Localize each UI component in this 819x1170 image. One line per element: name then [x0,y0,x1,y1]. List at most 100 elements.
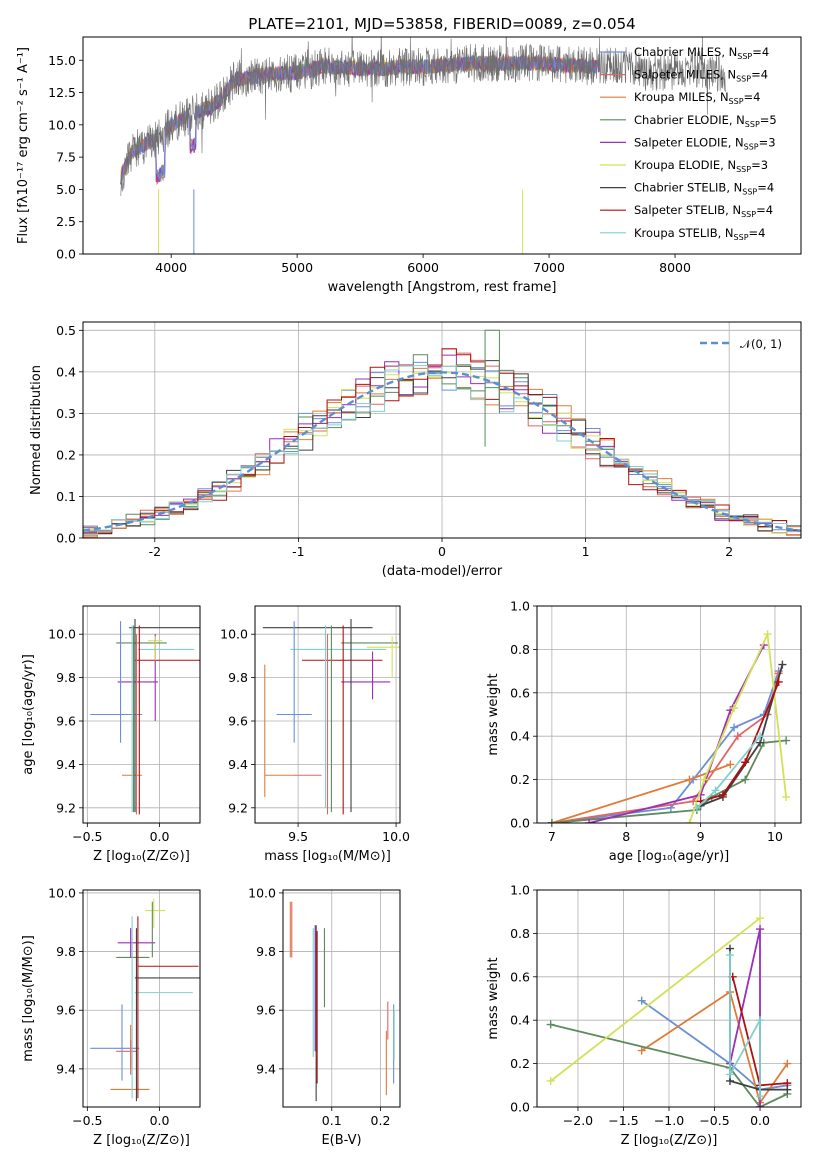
y-tick-label: 0.0 [510,816,530,831]
legend-text: =4 [756,203,773,217]
weight-series-line [641,999,788,1091]
y-tick-label: 1.0 [510,883,530,898]
y-tick-label: 0.0 [510,1100,530,1115]
y-axis-label: mass weight [486,673,501,755]
weight-point-marker [756,925,765,934]
plot-area [120,37,726,254]
weight-series-line [729,928,761,1107]
y-tick-label: 9.4 [56,757,76,772]
y-tick-label: 9.2 [228,800,248,815]
y-tick-label: 9.6 [56,714,76,729]
y-tick-label: 0.4 [56,364,76,379]
legend-entry: Salpeter MILES, NSSP=4 [634,68,768,84]
weight-point-marker [783,1079,792,1088]
residual-histogram [83,365,801,535]
y-tick-label: 0.0 [56,247,76,262]
x-tick-label: 0.0 [150,829,170,844]
panel-residuals: -2 -1 0 1 2 0.0 0.1 0.2 0.3 0.4 0.5 (data-model)/er… [29,321,802,579]
weight-series-line [729,948,788,1091]
weight-point-marker [692,803,701,812]
weight-point-marker [725,951,734,960]
weight-point-marker [711,786,720,795]
weight-point-marker [585,819,594,823]
legend-text: Salpeter MILES, N [634,68,736,82]
weight-series-line [550,1023,788,1107]
y-tick-label: 0.3 [56,406,76,421]
legend-entry: Chabrier MILES, NSSP=4 [634,45,769,61]
y-tick-label: 5.0 [56,182,76,197]
x-tick-label: 9 [697,829,705,844]
x-tick-label: −0.5 [699,1113,729,1128]
legend-entry: Chabrier STELIB, NSSP=4 [634,181,774,197]
x-tick-label: 2 [725,544,733,559]
y-tick-label: 0.4 [510,729,530,744]
weight-point-marker [756,914,765,923]
x-tick-label: −1.0 [654,1113,684,1128]
weight-series-line [700,664,784,807]
legend-text: Chabrier STELIB, N [634,181,742,195]
legend-text: Salpeter ELODIE, N [634,135,744,149]
legend-subscript: SSP [745,120,760,129]
weight-point-marker [782,792,791,801]
weight-point-marker [756,1092,765,1101]
axes: 9.5 10.0 9.2 9.4 9.6 9.8 10.0 [220,627,410,844]
weight-point-marker [782,736,791,745]
y-tick-label: 0.8 [510,926,530,941]
y-axis-label: Flux [fλ10⁻¹⁷ erg cm⁻² s⁻¹ A⁻¹] [16,47,31,244]
legend-entry: Kroupa STELIB, NSSP=4 [634,226,765,242]
y-tick-label: 0.1 [56,489,76,504]
legend-subscript: SSP [741,210,756,219]
grid-lines [537,889,801,1108]
y-axis-label: mass weight [486,957,501,1039]
x-tick-label: 9.5 [288,829,308,844]
x-tick-label: 8 [622,829,630,844]
y-tick-label: 0.2 [56,447,76,462]
weight-point-marker [725,1070,734,1079]
weight-point-marker [685,775,694,784]
weight-point-marker [756,1103,765,1107]
y-axis-label: age [log₁₀(age/yr)] [21,654,36,775]
axes: 0.1 0.2 9.4 9.6 9.8 10.0 [248,885,390,1128]
legend-subscript: SSP [736,165,751,174]
weight-point-marker [547,819,556,823]
y-tick-label: 7.5 [56,150,76,165]
panel-mass-vs-z: −0.5 0.0 9.4 9.6 9.8 10.0 Z [log₁₀(Z/Z⊙)] mass … [21,885,201,1148]
axes-frame [82,321,802,539]
normal-curve [83,371,801,532]
y-tick-label: 10.0 [48,885,76,900]
legend-text: =4 [757,181,774,195]
y-tick-label: 9.4 [228,757,248,772]
y-tick-label: 9.6 [56,1003,76,1018]
weight-point-marker [756,1016,765,1025]
y-tick-label: 9.8 [56,944,76,959]
y-tick-label: 9.4 [256,1061,276,1076]
weight-series-line [550,917,761,1082]
plot-area [90,898,200,1102]
weight-point-marker [685,819,694,823]
legend-text: =3 [751,158,768,172]
y-tick-label: 10.0 [48,117,76,132]
legend-subscript: SSP [737,52,752,61]
x-tick-label: 10.0 [382,829,410,844]
y-tick-label: 9.2 [56,800,76,815]
weight-point-marker [718,790,727,799]
axes-frame [536,889,802,1108]
panel-weight-vs-z: −2.0 −1.5 −1.0 −0.5 0.0 0.0 0.2 0.4 0.6 0.8 1.0 Z [… [486,883,802,1148]
y-tick-label: 10.0 [220,627,248,642]
weight-point-marker [546,1076,555,1085]
plot-area [547,630,791,823]
chart-title: PLATE=2101, MJD=53858, FIBERID=0089, z=0… [248,15,635,33]
legend-text: =4 [744,90,761,104]
axes-frame [254,605,401,824]
x-axis-label: Z [log₁₀(Z/Z⊙)] [93,849,190,864]
legend: 𝒩(0, 1) [700,337,782,351]
y-tick-label: 1.0 [510,599,530,614]
weight-point-marker [637,996,646,1005]
y-axis-label: Normed distribution [29,365,44,495]
y-tick-label: 9.6 [228,714,248,729]
legend-subscript: SSP [729,97,744,106]
legend-entry: Kroupa MILES, NSSP=4 [634,90,760,106]
x-tick-label: 0.2 [371,1113,391,1128]
